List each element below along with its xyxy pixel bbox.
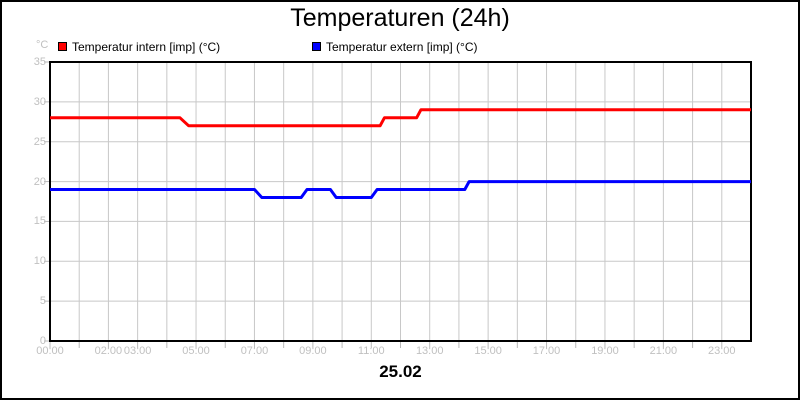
legend-item-intern: Temperatur intern [imp] (°C) [58, 38, 221, 54]
x-tick-label: 13:00 [415, 345, 444, 357]
x-tick-label: 02:00 [94, 345, 123, 357]
plot-border [49, 61, 752, 342]
y-axis-unit-label: °C [36, 39, 49, 51]
legend-swatch-intern-icon [58, 42, 67, 52]
y-tick-label: 35 [33, 56, 46, 68]
y-tick-label: 30 [33, 95, 46, 108]
x-tick-label: 19:00 [591, 345, 619, 357]
legend-swatch-extern-icon [312, 42, 321, 52]
legend-item-extern: Temperatur extern [imp] (°C) [312, 38, 478, 54]
x-tick-label: 23:00 [708, 345, 736, 357]
chart-title: Temperaturen (24h) [290, 4, 510, 32]
y-tick-label: 5 [39, 295, 46, 308]
legend-label-extern: Temperatur extern [imp] (°C) [326, 39, 478, 54]
x-tick-label: 09:00 [299, 345, 327, 357]
series-line-intern [50, 108, 751, 128]
x-tick-label: 11:00 [357, 345, 385, 357]
series-line-extern [50, 180, 751, 199]
date-label: 25.02 [379, 362, 422, 381]
y-tick-label: 25 [33, 135, 46, 148]
y-tick-label: 20 [33, 175, 46, 188]
y-tick-label: 0 [39, 335, 46, 347]
x-tick-label: 03:00 [123, 345, 152, 357]
y-tick-label: 15 [33, 215, 46, 228]
x-tick-label: 17:00 [532, 345, 561, 357]
x-tick-label: 07:00 [240, 345, 269, 357]
legend-label-intern: Temperatur intern [imp] (°C) [72, 39, 221, 54]
x-tick-label: 21:00 [649, 345, 678, 357]
x-tick-label: 05:00 [182, 345, 210, 357]
y-tick-label: 10 [33, 255, 46, 268]
x-tick-label: 15:00 [474, 345, 502, 357]
x-tick-label: 00:00 [36, 345, 64, 357]
